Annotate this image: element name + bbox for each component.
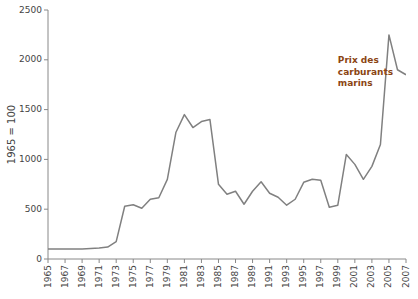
x-tick — [99, 259, 100, 263]
x-tick — [406, 259, 407, 263]
x-tick-label: 1977 — [145, 265, 155, 288]
x-tick-label: 2003 — [366, 265, 376, 288]
x-tick-label: 1981 — [179, 265, 189, 288]
y-tick — [44, 209, 48, 210]
x-tick — [388, 259, 389, 263]
x-tick-label: 1979 — [162, 265, 172, 288]
y-axis: 0 500 1000 1500 2000 2500 — [19, 5, 48, 264]
line — [48, 35, 406, 249]
x-tick-label: 2001 — [349, 265, 359, 288]
y-axis-label: 1965 = 100 — [6, 105, 17, 164]
x-tick — [235, 259, 236, 263]
y-tick-label: 1000 — [19, 154, 42, 164]
x-tick-label: 1983 — [196, 265, 206, 288]
x-tick-label: 1987 — [230, 265, 240, 288]
y-axis-line — [48, 10, 49, 259]
x-axis-line — [48, 259, 406, 260]
x-tick — [371, 259, 372, 263]
x-tick — [201, 259, 202, 263]
y-tick — [44, 109, 48, 110]
x-tick-label: 1989 — [247, 265, 257, 288]
annotation: Prix des carburantsmarins — [338, 55, 393, 88]
x-tick — [184, 259, 185, 263]
annotation-line: carburants — [338, 67, 393, 77]
y-tick-label: 0 — [36, 254, 42, 264]
x-tick-label: 1995 — [298, 265, 308, 288]
y-tick-label: 2500 — [19, 5, 42, 15]
x-tick-label: 1975 — [128, 265, 138, 288]
x-tick — [133, 259, 134, 263]
x-tick — [252, 259, 253, 263]
x-tick — [354, 259, 355, 263]
y-tick — [44, 159, 48, 160]
y-tick-label: 2000 — [19, 54, 42, 64]
x-tick-label: 1991 — [264, 265, 274, 288]
x-tick-label: 1985 — [213, 265, 223, 288]
x-tick — [269, 259, 270, 263]
x-axis: 1965 1967 1969 1971 1973 1975 1977 1979 1981 1983… — [43, 259, 411, 288]
x-tick-label: 2005 — [383, 265, 393, 288]
x-tick — [82, 259, 83, 263]
y-tick-label: 500 — [25, 204, 42, 214]
y-tick — [44, 59, 48, 60]
x-tick-label: 1993 — [281, 265, 291, 288]
annotation-line: Prix des — [338, 55, 379, 65]
x-tick — [303, 259, 304, 263]
x-tick — [167, 259, 168, 263]
x-tick-label: 1973 — [111, 265, 121, 288]
x-tick — [218, 259, 219, 263]
chart: 050010001500200025001965 = 1001965196719… — [0, 0, 418, 299]
x-tick-label: 1971 — [94, 265, 104, 288]
x-tick — [48, 259, 49, 263]
x-tick — [65, 259, 66, 263]
y-tick — [44, 259, 48, 260]
x-tick-label: 1997 — [315, 265, 325, 288]
y-tick — [44, 10, 48, 11]
x-tick — [116, 259, 117, 263]
x-tick-label: 1965 — [43, 265, 53, 288]
annotation-line: marins — [338, 78, 373, 88]
plot-area — [48, 35, 406, 249]
x-tick-label: 1967 — [60, 265, 70, 288]
x-tick — [286, 259, 287, 263]
y-tick-label: 1500 — [19, 104, 42, 114]
x-tick — [150, 259, 151, 263]
x-tick — [337, 259, 338, 263]
x-tick-label: 2007 — [401, 265, 411, 288]
x-tick-label: 1969 — [77, 265, 87, 288]
x-tick-label: 1999 — [332, 265, 342, 288]
x-tick — [320, 259, 321, 263]
